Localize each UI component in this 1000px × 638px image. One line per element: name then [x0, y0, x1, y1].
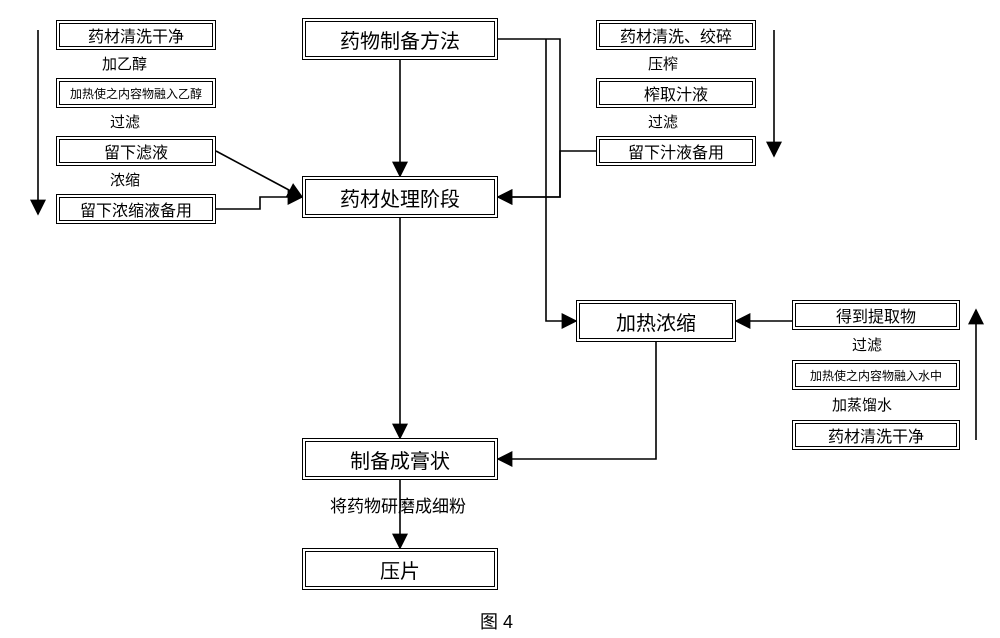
node-c4: 制备成膏状 [302, 438, 498, 480]
edge-6 [498, 151, 596, 197]
node-c3: 加热浓缩 [576, 300, 736, 342]
edge-8 [498, 342, 656, 459]
node-r2: 榨取汁液 [596, 78, 756, 108]
node-l3: 留下滤液 [56, 136, 216, 166]
label-1: 过滤 [110, 111, 140, 132]
node-c5: 压片 [302, 548, 498, 590]
edge-4 [216, 197, 302, 209]
label-7: 将药物研磨成细粉 [330, 492, 466, 517]
node-rr1: 得到提取物 [792, 300, 960, 330]
label-2: 浓缩 [110, 169, 140, 190]
node-rr3: 药材清洗干净 [792, 420, 960, 450]
edge-3 [216, 151, 302, 197]
label-4: 过滤 [648, 111, 678, 132]
diagram-canvas: 图 4 药物制备方法药材处理阶段加热浓缩制备成膏状压片药材清洗干净加热使之内容物… [0, 0, 1000, 638]
label-3: 压榨 [648, 53, 678, 74]
label-5: 过滤 [852, 334, 882, 355]
node-c1: 药物制备方法 [302, 18, 498, 60]
node-l2: 加热使之内容物融入乙醇 [56, 78, 216, 108]
node-rr2: 加热使之内容物融入水中 [792, 360, 960, 390]
node-r1: 药材清洗、绞碎 [596, 20, 756, 50]
label-0: 加乙醇 [102, 53, 147, 74]
edge-5 [498, 39, 560, 197]
label-6: 加蒸馏水 [832, 394, 892, 415]
edge-7 [546, 39, 576, 321]
node-l4: 留下浓缩液备用 [56, 194, 216, 224]
node-l1: 药材清洗干净 [56, 20, 216, 50]
node-r3: 留下汁液备用 [596, 136, 756, 166]
node-c2: 药材处理阶段 [302, 176, 498, 218]
figure-caption: 图 4 [480, 608, 513, 634]
